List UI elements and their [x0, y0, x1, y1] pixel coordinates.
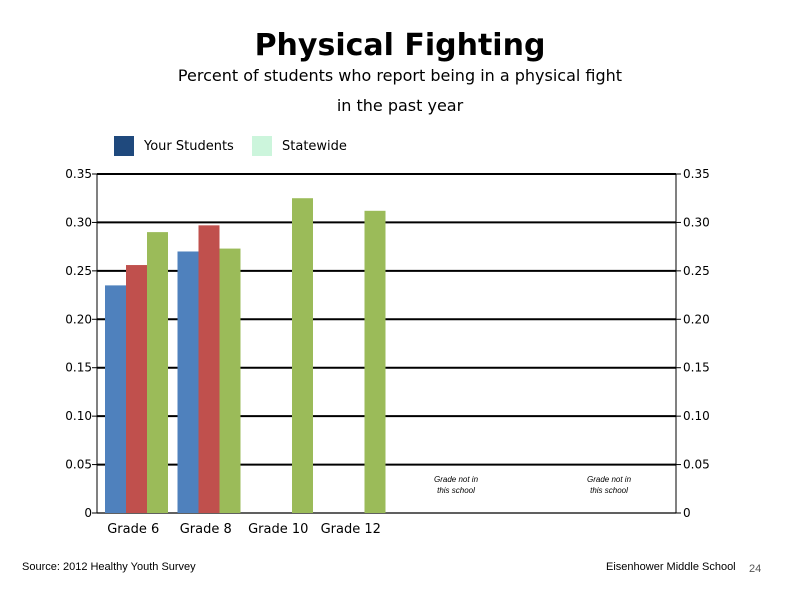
annotation-grade-not-in-school: this school: [590, 486, 628, 495]
y-tick-label-left: 0: [84, 506, 92, 520]
bar-3-grade-10: [292, 198, 313, 513]
y-tick-label-right: 0.10: [683, 409, 710, 423]
bar-3-grade-6: [147, 232, 168, 513]
chart-subtitle-line-1: Percent of students who report being in …: [177, 66, 623, 85]
x-tick-label: Grade 6: [107, 522, 159, 537]
y-tick-label-right: 0.30: [683, 215, 710, 229]
bar-3-grade-8: [219, 248, 241, 513]
y-tick-label-left: 0.30: [65, 215, 92, 229]
annotation-grade-not-in-school: this school: [437, 486, 475, 495]
legend-item-your-students: Your Students: [114, 135, 234, 157]
y-tick-label-right: 0.35: [683, 167, 710, 181]
legend-swatch-statewide: [252, 136, 272, 156]
y-tick-label-right: 0.20: [683, 312, 710, 326]
x-tick-label: Grade 10: [248, 522, 308, 537]
annotation-grade-not-in-school: Grade not in: [587, 475, 632, 484]
bar-2-grade-8: [198, 225, 220, 513]
y-tick-label-right: 0.25: [683, 264, 710, 278]
legend-swatch-your-students: [114, 136, 134, 156]
bar-1-grade-8: [177, 251, 199, 513]
bar-2-grade-6: [126, 265, 147, 513]
page-number: 24: [749, 563, 762, 575]
y-tick-label-right: 0.15: [683, 361, 710, 375]
school-name: Eisenhower Middle School: [606, 561, 736, 573]
y-tick-label-left: 0.25: [65, 264, 92, 278]
source-note: Source: 2012 Healthy Youth Survey: [22, 561, 196, 573]
annotation-grade-not-in-school: Grade not in: [434, 475, 479, 484]
y-tick-label-left: 0.20: [65, 312, 92, 326]
x-tick-label: Grade 8: [180, 522, 232, 537]
legend-label-statewide: Statewide: [282, 138, 347, 154]
x-tick-label: Grade 12: [321, 522, 381, 537]
chart-title: Physical Fighting: [254, 28, 546, 63]
legend-item-statewide: Statewide: [252, 135, 347, 157]
y-tick-label-left: 0.10: [65, 409, 92, 423]
chart-subtitle-line-2: in the past year: [336, 96, 464, 115]
y-tick-label-left: 0.05: [65, 458, 92, 472]
y-tick-label-right: 0: [683, 506, 691, 520]
y-tick-label-right: 0.05: [683, 458, 710, 472]
bar-3-grade-12: [364, 210, 386, 513]
legend-label-your-students: Your Students: [144, 138, 234, 154]
bar-1-grade-6: [105, 285, 126, 513]
y-tick-label-left: 0.15: [65, 361, 92, 375]
y-tick-label-left: 0.35: [65, 167, 92, 181]
